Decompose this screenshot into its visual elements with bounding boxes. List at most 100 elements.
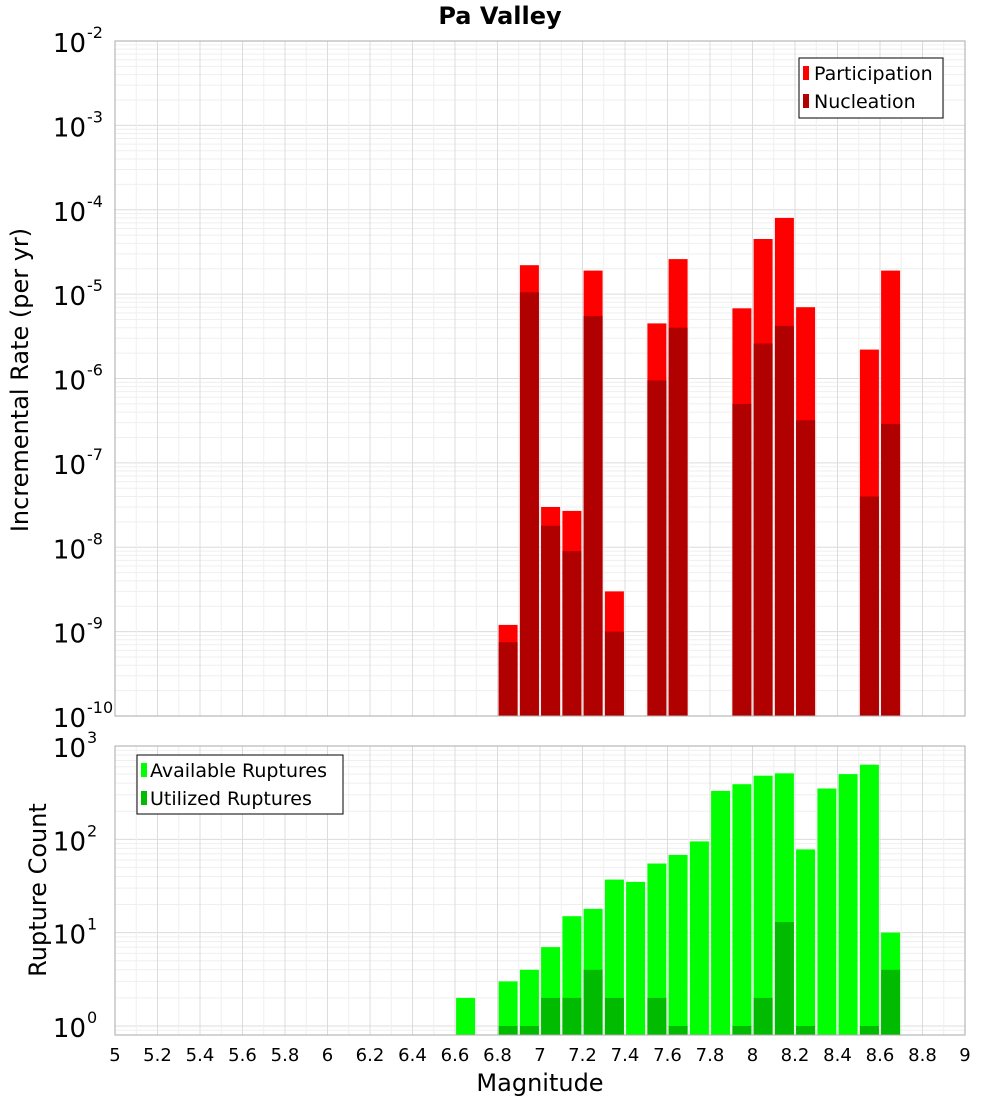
bar-utilized-ruptures-7-95 [732, 1026, 752, 1035]
x-tick-label: 6.2 [356, 1045, 385, 1066]
bar-nucleation-8-25 [796, 420, 816, 716]
y-tick-exponent: 0 [87, 1008, 97, 1027]
y-tick-label: 10 -4 [53, 192, 103, 228]
bar-available-ruptures-7-75 [689, 841, 709, 1035]
y-tick-label: 10 -5 [53, 276, 103, 312]
bar-available-ruptures-8-35 [817, 788, 837, 1035]
y-tick-exponent: 2 [87, 821, 97, 840]
bar-available-ruptures-7-55 [647, 863, 667, 1035]
x-tick-label: 6.4 [398, 1045, 427, 1066]
bar-available-ruptures-6-85 [498, 981, 518, 1035]
bar-nucleation-6-95 [519, 292, 539, 716]
legend-utilized-ruptures-swatch [141, 791, 147, 805]
y-tick-exponent: -7 [87, 445, 103, 464]
bar-utilized-ruptures-8-65 [881, 969, 901, 1035]
bar-utilized-ruptures-8-05 [753, 997, 773, 1035]
y-tick-base: 10 [53, 620, 86, 650]
x-tick-label: 8.8 [908, 1045, 937, 1066]
y-tick-label: 10 -3 [53, 107, 103, 143]
y-tick-exponent: -8 [87, 529, 103, 548]
bar-available-ruptures-8-45 [838, 774, 858, 1035]
bottom-bars [456, 764, 901, 1035]
y-tick-base: 10 [53, 704, 86, 734]
top-plot-frame [114, 40, 966, 717]
top-legend-box [798, 57, 944, 119]
bar-utilized-ruptures-7-35 [604, 997, 624, 1035]
bar-available-ruptures-8-25 [796, 849, 816, 1035]
y-tick-label: 10 -2 [53, 23, 103, 59]
x-tick-label: 5 [109, 1045, 120, 1066]
bar-utilized-ruptures-8-55 [859, 1026, 879, 1035]
top-y-axis-label: Incremental Rate (per yr) [6, 228, 34, 532]
x-tick-label: 7.2 [568, 1045, 597, 1066]
y-tick-label: 10 0 [53, 1008, 97, 1044]
x-tick-label: 5.8 [271, 1045, 300, 1066]
y-tick-base: 10 [53, 921, 86, 951]
y-tick-exponent: -5 [87, 276, 103, 295]
x-tick-label: 6 [322, 1045, 333, 1066]
y-tick-exponent: 3 [87, 728, 97, 747]
bar-available-ruptures-7-85 [711, 790, 731, 1035]
x-tick-label: 7 [534, 1045, 545, 1066]
bottom-legend-box [136, 754, 344, 815]
y-tick-base: 10 [53, 367, 86, 397]
y-tick-base: 10 [53, 451, 86, 481]
x-tick-label: 8 [747, 1045, 758, 1066]
y-tick-label: 10 -9 [53, 614, 103, 650]
y-tick-exponent: -10 [87, 698, 113, 717]
top-grid [115, 41, 965, 716]
x-tick-label: 5.2 [143, 1045, 172, 1066]
bar-nucleation-8-65 [881, 423, 901, 716]
y-tick-exponent: 1 [87, 915, 97, 934]
y-tick-exponent: -9 [87, 614, 103, 633]
bar-utilized-ruptures-8-25 [796, 1026, 816, 1035]
y-tick-label: 10 -8 [53, 529, 103, 565]
y-tick-base: 10 [53, 535, 86, 565]
bar-nucleation-7-95 [732, 403, 752, 716]
legend-participation-swatch [803, 66, 809, 80]
chart-title: Pa Valley [438, 2, 562, 30]
bar-available-ruptures-7-35 [604, 879, 624, 1035]
bar-nucleation-7-25 [583, 316, 603, 716]
y-tick-base: 10 [53, 827, 86, 857]
y-tick-exponent: -3 [87, 107, 103, 126]
bar-utilized-ruptures-7-05 [541, 997, 561, 1035]
bar-utilized-ruptures-7-15 [562, 997, 582, 1035]
y-tick-base: 10 [53, 282, 86, 312]
legend-available-ruptures-swatch [141, 763, 147, 777]
y-tick-base: 10 [53, 1014, 86, 1044]
y-tick-base: 10 [53, 29, 86, 59]
bar-available-ruptures-8-55 [859, 764, 879, 1035]
legend-participation-label: Participation [814, 63, 933, 85]
x-tick-label: 6.6 [441, 1045, 470, 1066]
bar-nucleation-7-05 [541, 525, 561, 716]
x-tick-label: 8.4 [823, 1045, 852, 1066]
bar-nucleation-8-15 [774, 325, 794, 716]
y-tick-exponent: -6 [87, 361, 103, 380]
x-ticks: 5 5.2 5.4 5.6 5.8 6 6.2 6.4 6.6 6.8 7 7.2 7.4 7.6 7.8 8… [109, 1045, 970, 1066]
bar-available-ruptures-6-65 [456, 997, 476, 1035]
bar-nucleation-7-55 [647, 380, 667, 716]
y-tick-label: 10 1 [53, 915, 97, 951]
top-legend: Participation Nucleation [798, 57, 944, 119]
x-tick-label: 7.6 [653, 1045, 682, 1066]
y-tick-label: 10 -10 [53, 698, 113, 734]
bar-utilized-ruptures-7-25 [583, 969, 603, 1035]
bottom-y-axis-label: Rupture Count [24, 803, 52, 977]
bar-nucleation-8-05 [753, 343, 773, 716]
bar-available-ruptures-7-65 [668, 854, 688, 1035]
bottom-legend: Available Ruptures Utilized Ruptures [136, 754, 344, 815]
bar-available-ruptures-7-95 [732, 784, 752, 1035]
y-tick-base: 10 [53, 198, 86, 228]
bar-available-ruptures-7-45 [626, 881, 646, 1035]
bar-available-ruptures-6-95 [519, 969, 539, 1035]
x-tick-label: 5.6 [228, 1045, 257, 1066]
bar-utilized-ruptures-8-15 [774, 922, 794, 1035]
bar-utilized-ruptures-7-55 [647, 997, 667, 1035]
y-tick-base: 10 [53, 734, 86, 764]
legend-nucleation-label: Nucleation [814, 91, 916, 113]
bar-utilized-ruptures-7-65 [668, 1026, 688, 1035]
x-tick-label: 7.8 [696, 1045, 725, 1066]
